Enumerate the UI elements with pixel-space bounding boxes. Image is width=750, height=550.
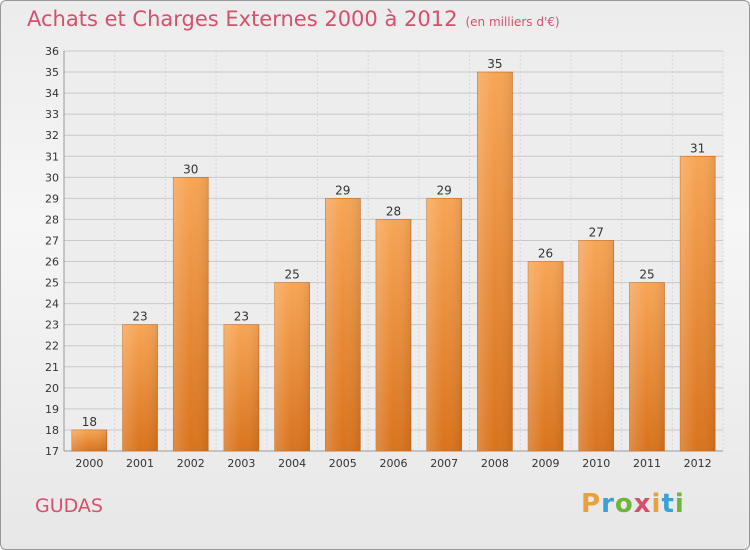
proxiti-logo: Proxiti [581,489,685,519]
y-tick-label: 20 [45,382,59,395]
logo-letter: o [614,489,634,519]
chart-title: Achats et Charges Externes 2000 à 2012 (e… [27,7,560,31]
x-tick-label: 2001 [126,457,154,470]
bar-value-label: 29 [335,183,350,197]
x-tick-label: 2003 [227,457,255,470]
y-tick-label: 27 [45,234,59,247]
bar-shade [71,429,107,451]
x-tick-label: 2008 [481,457,509,470]
y-tick-label: 32 [45,129,59,142]
y-tick-label: 28 [45,213,59,226]
x-tick-label: 2009 [532,457,560,470]
logo-letter: i [651,489,662,519]
bar-value-label: 29 [437,183,452,197]
x-tick-label: 2000 [75,457,103,470]
bar-value-label: 23 [234,310,249,324]
x-tick-label: 2004 [278,457,306,470]
bar-shade [274,282,310,451]
logo-letter: i [674,489,685,519]
logo-letter: t [661,489,675,519]
bar-shade [122,324,158,451]
x-tick-label: 2006 [380,457,408,470]
x-tick-label: 2012 [684,457,712,470]
logo-letter: r [601,489,615,519]
y-tick-label: 18 [45,424,59,437]
logo-letter: x [633,489,652,519]
y-tick-label: 19 [45,403,59,416]
bar-shade [426,198,462,451]
y-tick-label: 31 [45,150,59,163]
y-tick-label: 25 [45,277,59,290]
y-tick-label: 36 [45,45,59,58]
bar-shade [477,72,513,451]
bar-value-label: 25 [284,268,299,282]
x-tick-label: 2010 [582,457,610,470]
label-layer: 17 18 19 20 21 22 23 24 25 26 27 28 29 30 31 32 33 34 35 36… [45,45,712,470]
bar-shade [325,198,361,451]
y-tick-label: 34 [45,87,59,100]
bar-shade [578,240,614,451]
bar-value-label: 35 [487,57,502,71]
bar-shade [680,156,716,451]
x-tick-label: 2005 [329,457,357,470]
bar-value-label: 27 [589,225,604,239]
y-tick-label: 24 [45,298,59,311]
bar-shade [173,177,209,451]
y-tick-label: 23 [45,319,59,332]
bar-shade [629,282,665,451]
bar-value-label: 28 [386,204,401,218]
y-tick-label: 26 [45,256,59,269]
bar-value-label: 18 [82,415,97,429]
x-tick-label: 2011 [633,457,661,470]
x-tick-label: 2007 [430,457,458,470]
bar-shade [223,324,259,451]
bar-value-label: 26 [538,247,553,261]
bar-shade [528,261,564,451]
y-tick-label: 29 [45,192,59,205]
bar-layer [71,71,716,452]
bar-value-label: 31 [690,141,705,155]
y-tick-label: 35 [45,66,59,79]
y-tick-label: 22 [45,340,59,353]
logo-letter: P [581,489,602,519]
y-tick-label: 33 [45,108,59,121]
bar-shade [376,219,411,451]
y-tick-label: 21 [45,361,59,374]
bar-value-label: 23 [132,310,147,324]
bar-value-label: 30 [183,162,198,176]
x-tick-label: 2002 [177,457,205,470]
y-tick-label: 17 [45,445,59,458]
chart-subtitle: (en milliers d'€) [465,15,560,29]
y-tick-label: 30 [45,171,59,184]
bar-value-label: 25 [639,268,654,282]
title-text: Achats et Charges Externes 2000 à 2012 [27,7,458,31]
town-name: GUDAS [35,495,103,517]
